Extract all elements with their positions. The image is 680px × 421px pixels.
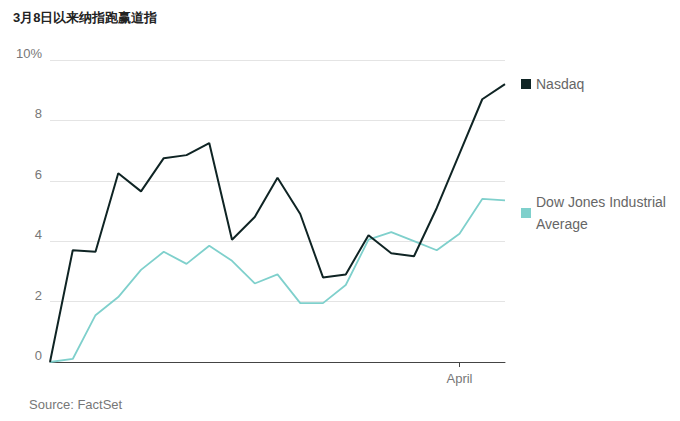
svg-text:Dow Jones Industrial: Dow Jones Industrial	[536, 194, 670, 210]
svg-text:Average: Average	[536, 216, 588, 232]
svg-text:4: 4	[35, 227, 42, 242]
svg-text:Nasdaq: Nasdaq	[536, 76, 584, 92]
svg-text:6: 6	[35, 167, 42, 182]
svg-text:2: 2	[35, 288, 42, 303]
svg-text:0: 0	[35, 348, 42, 363]
svg-text:April: April	[446, 371, 472, 386]
svg-text:3月8日以来纳指跑赢道指: 3月8日以来纳指跑赢道指	[13, 10, 157, 25]
svg-text:10%: 10%	[16, 46, 42, 61]
svg-text:8: 8	[35, 106, 42, 121]
svg-text:Source: FactSet: Source: FactSet	[29, 397, 123, 412]
